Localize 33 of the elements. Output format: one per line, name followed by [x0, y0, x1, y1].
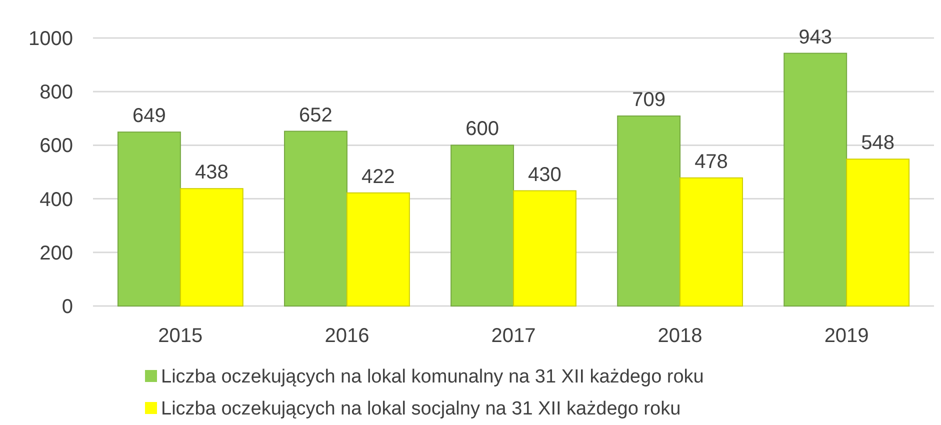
- bar: [180, 188, 244, 306]
- x-tick-label: 2016: [324, 325, 370, 347]
- bar: [513, 190, 576, 306]
- bar: [284, 130, 348, 306]
- data-label: 943: [798, 26, 832, 48]
- data-label: 548: [861, 132, 894, 154]
- data-label: 478: [694, 150, 728, 173]
- y-tick-label: 400: [40, 188, 73, 211]
- x-tick-label: 2017: [491, 325, 536, 347]
- x-tick-label: 2019: [824, 325, 869, 347]
- bar: [846, 158, 910, 306]
- data-label: 709: [632, 88, 666, 111]
- data-label: 652: [299, 104, 332, 126]
- x-tick-label: 2015: [158, 325, 203, 347]
- legend-label: Liczba oczekujących na lokal socjalny na 31 XII każdego roku: [161, 398, 681, 420]
- bar: [450, 144, 514, 306]
- data-label: 600: [466, 118, 499, 140]
- data-label: 430: [528, 164, 562, 186]
- y-tick-label: 600: [40, 135, 73, 158]
- x-tick-label: 2018: [658, 325, 702, 347]
- y-tick-label: 200: [40, 242, 73, 264]
- bar: [346, 192, 410, 306]
- y-tick-label: 800: [40, 82, 73, 104]
- data-label: 649: [132, 105, 166, 128]
- bar: [617, 115, 681, 306]
- bar: [680, 177, 743, 306]
- bar: [117, 132, 181, 306]
- data-label: 422: [362, 166, 395, 188]
- y-tick-label: 1000: [28, 28, 73, 50]
- y-tick-label: 0: [62, 296, 73, 318]
- legend-label: Liczba oczekujących na lokal komunalny na 31 XII każdego roku: [161, 366, 704, 388]
- data-label: 438: [194, 162, 228, 184]
- bar: [784, 52, 848, 306]
